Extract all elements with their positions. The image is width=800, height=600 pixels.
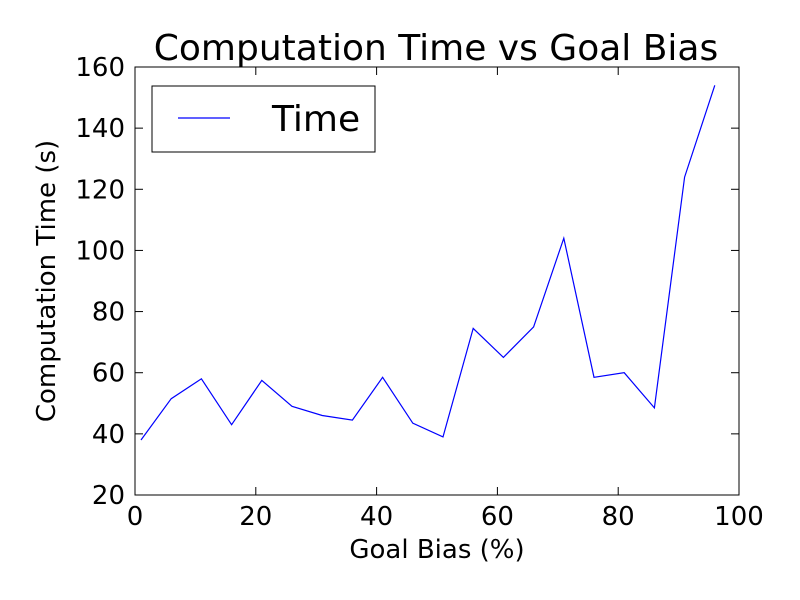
x-tick-label: 100 xyxy=(714,502,764,532)
y-axis-label: Computation Time (s) xyxy=(32,140,62,422)
legend-box xyxy=(151,85,376,153)
x-tick-label: 80 xyxy=(602,502,635,532)
x-tick-label: 20 xyxy=(239,502,272,532)
x-tick-label: 40 xyxy=(360,502,393,532)
y-tick-label: 60 xyxy=(92,359,125,389)
y-tick-label: 160 xyxy=(75,53,125,83)
legend: Time xyxy=(151,85,376,153)
series-line-time xyxy=(140,85,716,441)
chart-title: Computation Time vs Goal Bias xyxy=(154,28,718,69)
x-tick-label: 0 xyxy=(127,502,144,532)
x-tick-label: 60 xyxy=(481,502,514,532)
x-axis-label: Goal Bias (%) xyxy=(349,535,524,565)
plot-area-frame xyxy=(134,66,740,496)
y-tick-label: 100 xyxy=(75,236,125,266)
y-tick-label: 120 xyxy=(75,175,125,205)
axis-ticks xyxy=(134,66,740,496)
y-tick-label: 20 xyxy=(92,481,125,511)
y-tick-label: 140 xyxy=(75,114,125,144)
y-tick-label: 80 xyxy=(92,298,125,328)
y-tick-label: 40 xyxy=(92,420,125,450)
legend-series-label: Time xyxy=(271,99,360,140)
series-lines xyxy=(140,85,716,441)
